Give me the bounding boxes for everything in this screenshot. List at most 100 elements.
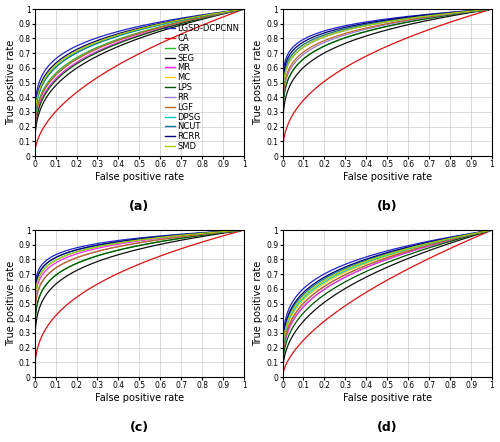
GR	[241, 227, 247, 232]
GR	[489, 6, 495, 11]
GR	[484, 229, 490, 234]
CA	[131, 263, 137, 269]
RCRR	[236, 228, 242, 233]
Y-axis label: True positive rate: True positive rate	[6, 40, 16, 125]
MR	[404, 250, 410, 255]
RCRR	[280, 153, 285, 159]
LGSD-DCPCNN	[379, 250, 385, 255]
NCUT	[145, 25, 151, 30]
RCRR	[380, 18, 386, 23]
Line: CA: CA	[282, 230, 492, 377]
LPS	[393, 256, 399, 262]
MC	[484, 229, 490, 234]
LPS	[484, 7, 490, 12]
RR	[145, 239, 151, 244]
DPSG	[145, 25, 151, 30]
CA	[393, 40, 399, 45]
DPSG	[484, 7, 490, 12]
RCRR	[156, 21, 162, 26]
LGF	[156, 237, 162, 242]
MC	[132, 238, 138, 243]
RR	[132, 32, 138, 37]
LGSD-DCPCNN	[236, 7, 242, 12]
MR	[145, 237, 151, 242]
MC	[236, 228, 242, 233]
CA	[393, 273, 399, 278]
Line: MR: MR	[34, 9, 244, 156]
Line: LGF: LGF	[34, 230, 244, 377]
LGF	[204, 14, 210, 19]
SMD	[145, 236, 151, 241]
SMD	[489, 6, 495, 11]
LGF	[380, 256, 386, 262]
GR	[131, 244, 137, 249]
SMD	[241, 227, 247, 232]
GR	[156, 239, 162, 244]
Line: RR: RR	[282, 230, 492, 377]
Line: SEG: SEG	[282, 230, 492, 377]
LGF	[131, 241, 137, 246]
DPSG	[380, 254, 386, 259]
DPSG	[379, 20, 385, 25]
LGSD-DCPCNN	[379, 17, 385, 22]
RR	[236, 8, 242, 13]
SEG	[241, 227, 247, 232]
CA	[204, 21, 210, 26]
LGSD-DCPCNN	[380, 249, 386, 255]
CA	[484, 8, 490, 13]
RCRR	[404, 244, 410, 250]
RR	[131, 241, 137, 246]
RR	[280, 374, 285, 380]
Line: RCRR: RCRR	[34, 230, 244, 377]
DPSG	[280, 374, 285, 380]
CA	[404, 35, 410, 41]
Line: MC: MC	[34, 9, 244, 156]
MR	[131, 34, 137, 39]
GR	[393, 22, 399, 27]
RCRR	[204, 230, 210, 235]
CA	[452, 18, 458, 23]
RR	[404, 248, 410, 254]
CA	[156, 41, 162, 46]
RR	[280, 153, 285, 159]
DPSG	[393, 250, 399, 255]
NCUT	[156, 22, 162, 27]
SMD	[484, 229, 490, 234]
RR	[156, 237, 162, 242]
MR	[156, 26, 162, 31]
GR	[236, 228, 242, 233]
SEG	[484, 7, 490, 12]
CA	[404, 267, 410, 272]
NCUT	[204, 13, 210, 18]
NCUT	[236, 228, 242, 233]
RR	[393, 252, 399, 257]
RR	[452, 11, 458, 16]
SEG	[156, 29, 162, 34]
RR	[204, 231, 210, 236]
RR	[380, 256, 386, 262]
MR	[484, 7, 490, 12]
LGF	[484, 229, 490, 234]
DPSG	[131, 238, 137, 243]
DPSG	[393, 18, 399, 23]
SEG	[393, 25, 399, 30]
LPS	[241, 6, 247, 11]
X-axis label: False positive rate: False positive rate	[95, 393, 184, 403]
DPSG	[379, 254, 385, 259]
DPSG	[131, 29, 137, 34]
SEG	[241, 6, 247, 11]
NCUT	[131, 29, 137, 34]
MC	[404, 15, 410, 21]
Line: MC: MC	[34, 230, 244, 377]
LGF	[236, 228, 242, 233]
SEG	[131, 38, 137, 43]
Line: GR: GR	[34, 230, 244, 377]
Line: LPS: LPS	[282, 230, 492, 377]
MC	[241, 227, 247, 232]
GR	[404, 19, 410, 25]
CA	[132, 53, 138, 58]
MC	[280, 374, 285, 380]
DPSG	[145, 236, 151, 241]
LPS	[489, 227, 495, 232]
X-axis label: False positive rate: False positive rate	[342, 172, 432, 182]
